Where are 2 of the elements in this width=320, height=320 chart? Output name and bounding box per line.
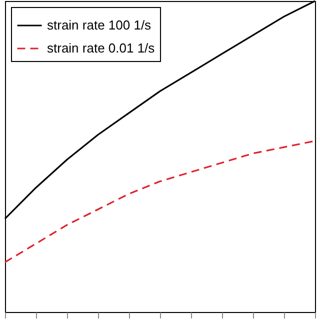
legend-label: strain rate 100 1/s xyxy=(47,18,152,32)
legend-label: strain rate 0.01 1/s xyxy=(47,40,156,56)
